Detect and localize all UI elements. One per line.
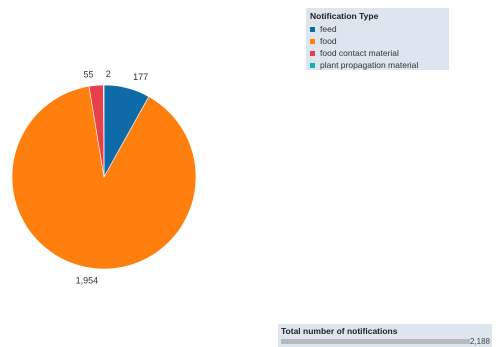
legend-item-feed[interactable]: feed [310, 23, 445, 35]
legend-swatch-plant-propagation-material [310, 62, 315, 68]
legend-label: food contact material [320, 48, 399, 58]
total-notifications-card: Total number of notifications 2,188 [278, 324, 492, 347]
legend-item-food[interactable]: food [310, 35, 445, 47]
data-label-food-contact-material: 55 [84, 69, 94, 79]
legend-title: Notification Type [310, 11, 379, 21]
legend-swatch-food [310, 38, 315, 44]
legend-swatch-food-contact-material [310, 50, 315, 56]
data-label-feed: 177 [133, 72, 148, 82]
legend-label: feed [320, 24, 337, 34]
total-value: 2,188 [469, 337, 490, 346]
data-label-food: 1,954 [76, 276, 99, 286]
legend-label: food [320, 36, 337, 46]
legend-item-food-contact-material[interactable]: food contact material [310, 47, 445, 59]
legend-label: plant propagation material [320, 60, 419, 70]
total-bar-track [281, 339, 470, 344]
legend: Notification Type feed food food contact… [306, 8, 449, 70]
legend-item-plant-propagation-material[interactable]: plant propagation material [310, 59, 445, 71]
total-bar-fill [281, 339, 470, 344]
data-label-plant-propagation-material: 2 [106, 69, 111, 79]
pie-slice-plant-propagation-material[interactable] [103, 84, 105, 178]
total-title: Total number of notifications [281, 326, 398, 336]
legend-swatch-feed [310, 26, 315, 32]
pie-slice-food[interactable] [11, 85, 197, 270]
